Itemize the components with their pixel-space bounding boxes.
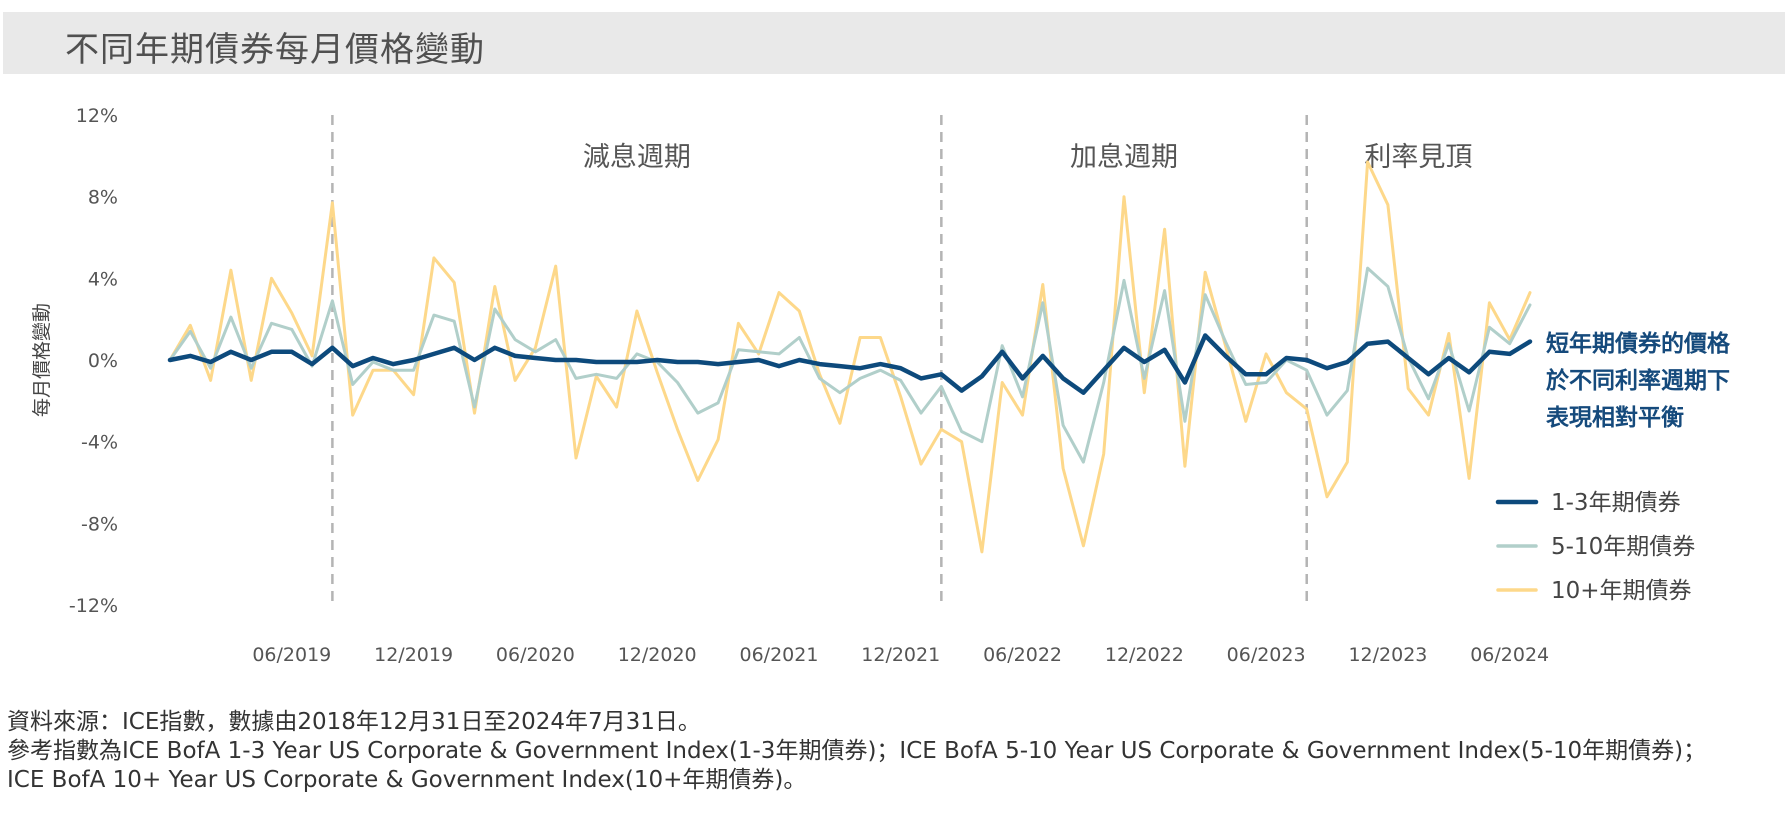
x-tick-label: 12/2021 xyxy=(861,644,940,666)
x-tick-label: 12/2023 xyxy=(1348,644,1427,666)
region-label: 利率見頂 xyxy=(1364,142,1472,173)
x-tick-label: 12/2020 xyxy=(618,644,697,666)
x-tick-label: 06/2022 xyxy=(983,644,1062,666)
chart-area: 每月價格變動 12% 8% 4% 0% -4% -8% -12% 06/2019 12/201… xyxy=(31,105,1731,666)
y-tick-label: 8% xyxy=(88,187,118,209)
source-note: 資料來源：ICE指數，數據由2018年12月31日至2024年7月31日。 參考… xyxy=(7,708,1706,795)
x-tick-label: 06/2019 xyxy=(252,644,331,666)
source-line: 資料來源：ICE指數，數據由2018年12月31日至2024年7月31日。 xyxy=(7,709,701,735)
x-tick-label: 06/2020 xyxy=(496,644,575,666)
source-line: ICE BofA 10+ Year US Corporate & Governm… xyxy=(7,767,807,793)
series-line-short xyxy=(167,333,1533,395)
y-axis-label: 每月價格變動 xyxy=(31,303,53,417)
region-label: 加息週期 xyxy=(1070,142,1178,173)
annotation-line: 短年期債券的價格 xyxy=(1546,330,1731,357)
title-bar: 不同年期債券每月價格變動 xyxy=(3,12,1785,74)
y-tick-label: 0% xyxy=(88,350,118,372)
legend-label: 10+年期債券 xyxy=(1551,578,1692,604)
y-tick-label: 4% xyxy=(88,268,118,290)
legend-label: 5-10年期債券 xyxy=(1551,534,1695,560)
y-tick-label: -8% xyxy=(81,513,118,535)
legend-label: 1-3年期債券 xyxy=(1551,490,1681,516)
x-tick-label: 06/2024 xyxy=(1470,644,1549,666)
annotation-line: 表現相對平衡 xyxy=(1546,404,1684,431)
x-tick-label: 12/2022 xyxy=(1105,644,1184,666)
x-tick-label: 06/2023 xyxy=(1227,644,1306,666)
region-label: 減息週期 xyxy=(583,142,691,173)
chart-title: 不同年期債券每月價格變動 xyxy=(65,30,485,70)
y-tick-label: -4% xyxy=(81,432,118,454)
y-tick-label: -12% xyxy=(69,595,118,617)
source-line: 參考指數為ICE BofA 1-3 Year US Corporate & Go… xyxy=(7,738,1707,764)
y-tick-label: 12% xyxy=(76,105,118,127)
series-line-mid xyxy=(168,266,1532,464)
annotation-line: 於不同利率週期下 xyxy=(1546,367,1730,394)
x-tick-label: 12/2019 xyxy=(374,644,453,666)
series-line-long xyxy=(168,160,1532,554)
x-tick-label: 06/2021 xyxy=(739,644,818,666)
